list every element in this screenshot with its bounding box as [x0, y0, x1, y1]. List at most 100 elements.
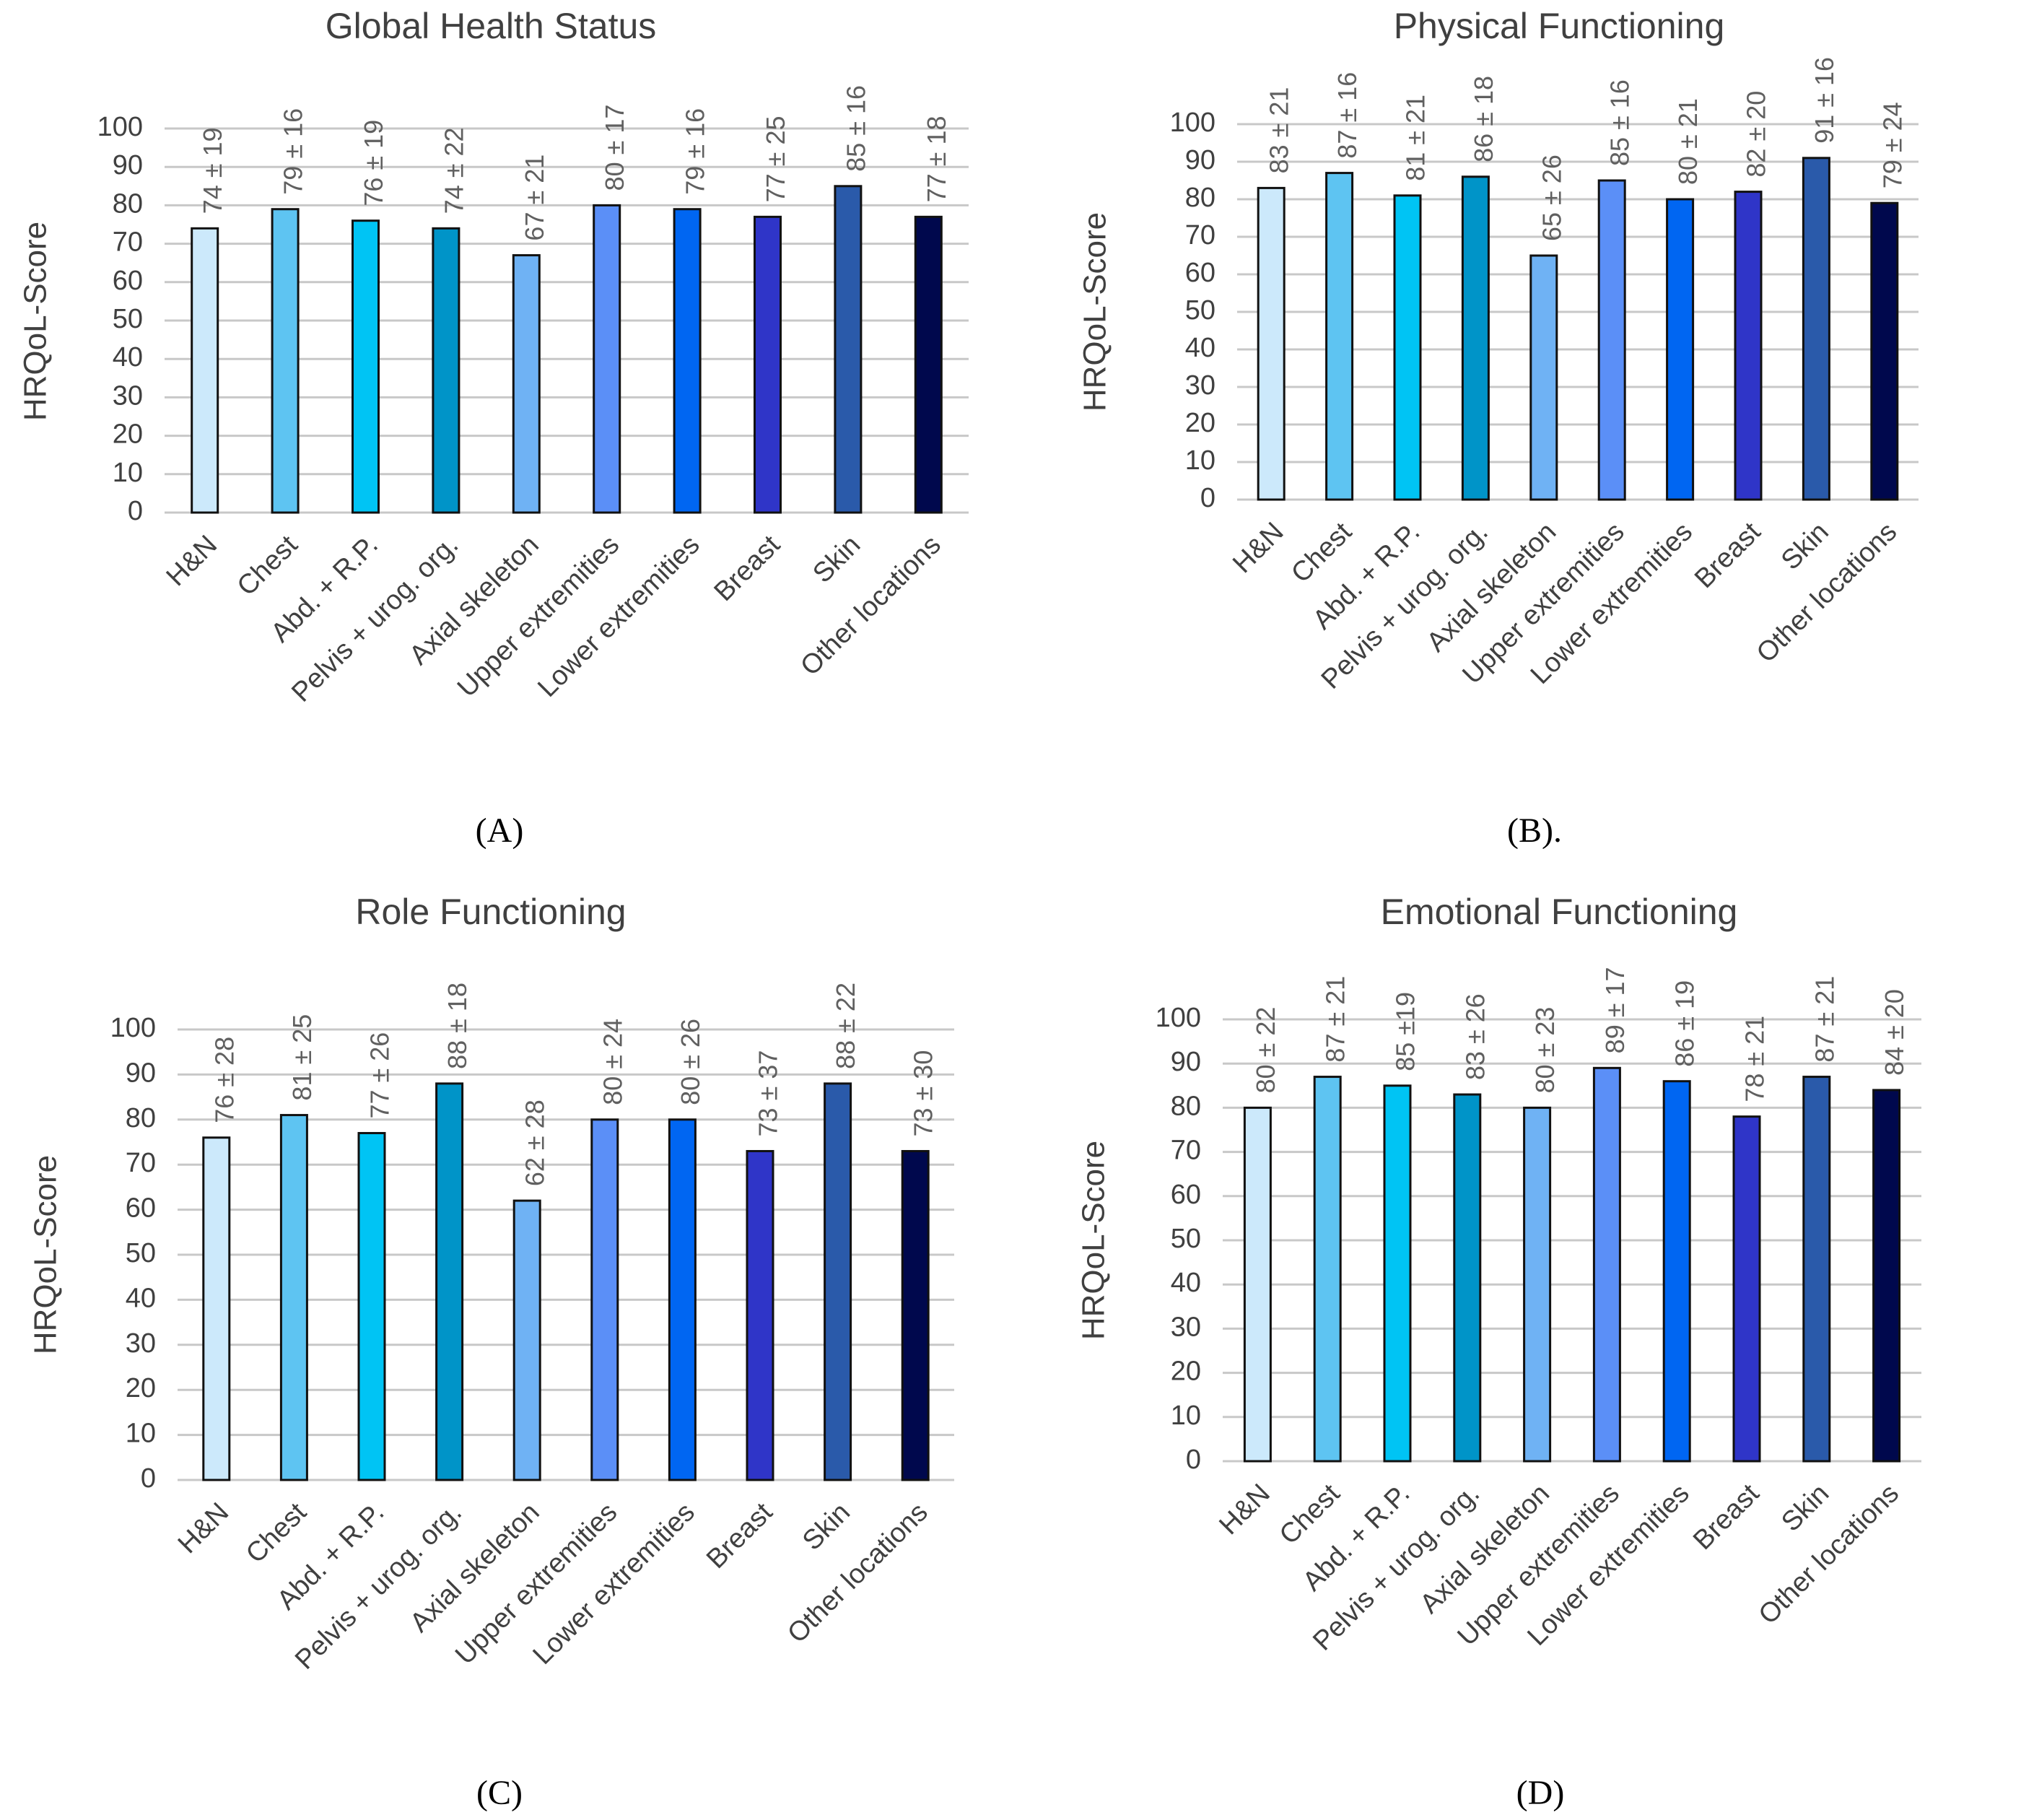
bar-7	[1666, 198, 1695, 501]
y-tick-label: 70	[126, 1148, 156, 1178]
bar-7	[1662, 1080, 1691, 1463]
x-tick-label: Skin	[797, 1497, 856, 1556]
y-tick-label: 70	[113, 227, 143, 258]
y-tick-label: 90	[126, 1058, 156, 1088]
panel-label: (C)	[476, 1774, 523, 1812]
bar-2	[271, 208, 300, 514]
bar-9	[834, 185, 863, 514]
y-tick-label: 0	[1186, 1445, 1201, 1475]
y-tick-label: 60	[126, 1193, 156, 1224]
data-label: 87 ± 16	[1332, 72, 1362, 159]
bar-8	[754, 215, 782, 514]
data-label: 77 ± 26	[365, 1032, 395, 1119]
bar-7	[668, 1118, 697, 1481]
y-tick-label: 40	[113, 342, 143, 373]
bar-8	[746, 1149, 774, 1481]
chart-panel-2: Physical Functioning HRQoL-Score 0 10 20 30 40…	[1078, 6, 1919, 850]
x-tick-label: Skin	[807, 530, 866, 589]
y-tick-label: 30	[126, 1328, 156, 1359]
y-tick-label: 20	[126, 1373, 156, 1403]
y-tick-label: 10	[126, 1419, 156, 1449]
chart-title: Physical Functioning	[1394, 6, 1725, 46]
data-label: 76 ± 28	[209, 1037, 239, 1123]
x-tick-label: Skin	[1776, 1479, 1835, 1538]
data-label: 86 ± 18	[1469, 76, 1498, 162]
bar-4	[435, 1082, 464, 1481]
y-tick-label: 30	[1171, 1312, 1201, 1342]
data-label: 83 ± 26	[1460, 993, 1490, 1080]
y-axis-label: HRQoL-Score	[18, 222, 53, 421]
panel-label: (D)	[1516, 1774, 1565, 1812]
data-label: 67 ± 21	[520, 154, 549, 241]
y-axis-label: HRQoL-Score	[1078, 212, 1113, 412]
bar-8	[1734, 191, 1763, 501]
y-tick-label: 70	[1171, 1136, 1201, 1166]
panel-label: (B).	[1507, 811, 1562, 850]
y-tick-label: 100	[1170, 108, 1215, 138]
bar-1	[202, 1136, 231, 1481]
y-tick-label: 10	[113, 458, 143, 488]
bar-1	[191, 227, 219, 514]
data-label: 88 ± 18	[442, 983, 472, 1069]
data-label: 85 ± 16	[1605, 79, 1635, 166]
bar-3	[1393, 194, 1422, 501]
bar-5	[1529, 254, 1558, 501]
data-label: 85 ± 16	[841, 85, 870, 172]
x-tick-label: Other locations	[795, 530, 946, 682]
data-label: 88 ± 22	[831, 983, 860, 1069]
x-tick-label: Breast	[1688, 1478, 1765, 1556]
bar-9	[1802, 1076, 1831, 1463]
y-tick-label: 80	[1185, 183, 1215, 213]
x-tick-label: H&N	[161, 530, 223, 592]
bar-10	[901, 1149, 930, 1481]
bar-4	[1453, 1093, 1482, 1463]
y-tick-label: 40	[126, 1283, 156, 1313]
y-tick-label: 30	[113, 380, 143, 411]
y-axis-label: HRQoL-Score	[1076, 1141, 1112, 1340]
y-tick-label: 0	[141, 1463, 156, 1494]
bar-1	[1257, 186, 1286, 501]
y-tick-label: 70	[1185, 220, 1215, 251]
data-label: 77 ± 18	[922, 116, 951, 203]
x-tick-label: H&N	[173, 1497, 235, 1559]
data-label: 73 ± 37	[754, 1050, 783, 1137]
y-tick-label: 100	[97, 112, 143, 142]
bar-3	[357, 1132, 386, 1481]
y-tick-label: 50	[1185, 295, 1215, 326]
y-tick-label: 90	[113, 150, 143, 180]
data-label: 79 ± 16	[279, 108, 308, 195]
x-tick-label: Breast	[709, 529, 787, 607]
data-label: 74 ± 22	[439, 127, 468, 214]
data-label: 89 ± 17	[1600, 967, 1630, 1053]
bar-6	[1597, 179, 1626, 501]
bar-3	[1383, 1084, 1412, 1463]
y-axis-label: HRQoL-Score	[28, 1155, 64, 1354]
chart-panel-1: Global Health Status HRQoL-Score 0 10 20 30 40…	[18, 6, 969, 850]
bar-8	[1732, 1115, 1761, 1463]
y-tick-label: 10	[1171, 1401, 1201, 1431]
data-label: 81 ± 25	[287, 1014, 317, 1101]
data-label: 80 ± 26	[676, 1019, 705, 1105]
bar-5	[512, 1199, 541, 1481]
y-tick-label: 20	[113, 419, 143, 450]
chart-panel-3: Role Functioning HRQoL-Score 0 10 20 30 40 50 60…	[28, 892, 954, 1812]
y-tick-label: 90	[1171, 1047, 1201, 1077]
data-label: 80 ± 22	[1251, 1007, 1280, 1094]
data-label: 80 ± 21	[1673, 98, 1703, 185]
data-label: 73 ± 30	[909, 1050, 938, 1137]
panel-label: (A)	[476, 811, 524, 850]
bar-9	[1802, 157, 1830, 501]
bar-5	[512, 254, 541, 514]
y-tick-label: 80	[1171, 1091, 1201, 1121]
bar-2	[1313, 1076, 1342, 1463]
chart-title: Emotional Functioning	[1381, 892, 1738, 932]
bar-6	[593, 204, 621, 514]
data-label: 79 ± 16	[681, 108, 710, 195]
y-tick-label: 100	[1156, 1003, 1201, 1033]
y-tick-label: 90	[1185, 145, 1215, 175]
x-tick-label: H&N	[1227, 517, 1289, 579]
y-tick-label: 10	[1185, 445, 1215, 476]
bar-9	[824, 1082, 852, 1481]
y-tick-label: 30	[1185, 370, 1215, 401]
